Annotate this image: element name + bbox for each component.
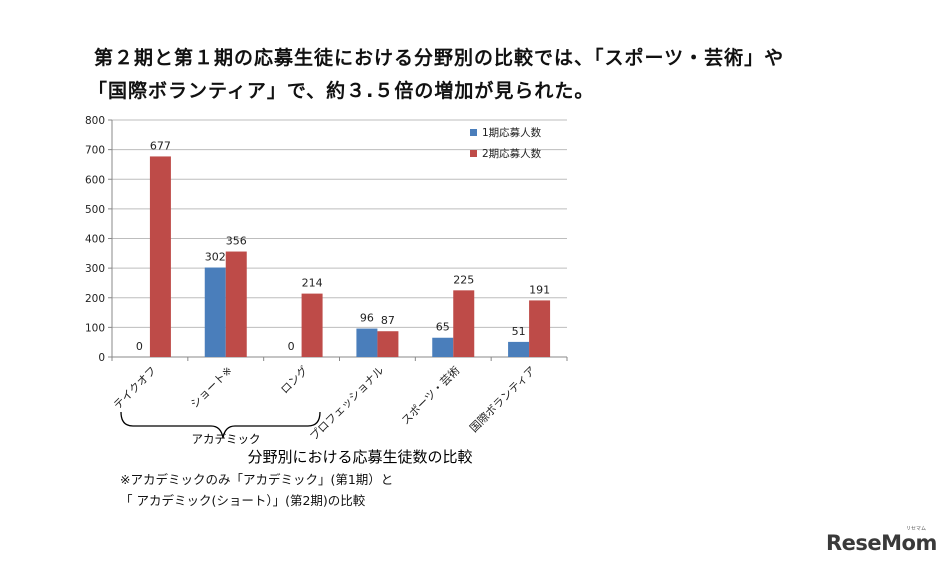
bars (149, 156, 551, 357)
legend: 1期応募人数 2期応募人数 (470, 126, 542, 160)
x-tick-label: テイクオフ (111, 364, 159, 412)
headline-line-1: 第２期と第１期の応募生徒における分野別の比較では、「スポーツ・芸術」や (94, 47, 785, 69)
bar-series1-5 (432, 337, 454, 357)
x-tick-label: 国際ボランティア (467, 364, 538, 435)
legend-label-1: 1期応募人数 (482, 126, 542, 139)
bar-series1-2 (204, 267, 226, 357)
resemom-logo: ReseMom リセマム (826, 526, 937, 555)
data-label-series2-4: 87 (381, 314, 395, 327)
data-label-series2-3: 214 (302, 277, 323, 290)
legend-swatch-1 (470, 129, 477, 136)
x-tick-label: スポーツ・芸術 (399, 364, 462, 427)
x-tick-label: ロング (277, 363, 310, 396)
legend-label-2: 2期応募人数 (482, 147, 542, 160)
data-label-series2-1: 677 (150, 139, 171, 152)
x-tick-label: ショート※ (188, 364, 235, 411)
data-label-series2-6: 191 (529, 283, 550, 296)
bar-series2-2 (225, 251, 247, 357)
data-label-series1-4: 96 (360, 312, 374, 325)
y-tick-label: 0 (98, 352, 105, 364)
bar-series1-4 (356, 328, 378, 357)
y-tick-label: 300 (85, 263, 105, 275)
data-label-series2-2: 356 (226, 235, 247, 248)
data-label-series2-5: 225 (453, 273, 474, 286)
y-tick-label: 600 (85, 174, 105, 186)
bar-series2-1 (149, 156, 171, 357)
data-labels: 302 96 65 51 677 356 214 87 225 191 0 0 (136, 139, 550, 353)
legend-swatch-2 (470, 150, 477, 157)
academic-group-label: アカデミック (192, 432, 261, 446)
headline: 第２期と第１期の応募生徒における分野別の比較では、「スポーツ・芸術」や 「国際ボ… (88, 42, 888, 108)
y-tick-label: 500 (85, 204, 105, 216)
chart-title: 分野別における応募生徒数の比較 (247, 448, 472, 466)
y-tick-label: 100 (85, 322, 105, 334)
y-tick-label: 800 (85, 115, 105, 127)
logo-subtext: リセマム (906, 526, 927, 532)
data-label-series1-5: 65 (436, 321, 450, 334)
bar-series2-5 (453, 290, 475, 357)
gridlines (112, 119, 567, 328)
zero-label-3: 0 (288, 340, 295, 353)
bar-series1-6 (508, 341, 530, 357)
footnote-line-1: ※アカデミックのみ「アカデミック」(第1期）と (120, 472, 394, 487)
headline-line-2: 「国際ボランティア」で、約３.５倍の増加が見られた。 (88, 80, 595, 102)
footnote: ※アカデミックのみ「アカデミック」(第1期）と 「 アカデミック(ショート）」(… (120, 469, 393, 511)
logo-text: ReseMom (826, 531, 937, 555)
y-tick-label: 400 (85, 234, 105, 246)
footnote-line-2: 「 アカデミック(ショート）」(第2期)の比較 (120, 493, 366, 508)
bar-series2-3 (301, 293, 323, 357)
y-tick-label: 200 (85, 293, 105, 305)
academic-group-brace (120, 411, 321, 439)
data-label-series1-2: 302 (205, 251, 226, 264)
bar-series2-6 (529, 300, 551, 357)
zero-label-1: 0 (136, 340, 143, 353)
data-label-series1-6: 51 (512, 325, 526, 338)
bar-series2-4 (377, 331, 399, 357)
x-tick-label: プロフェッショナル (307, 364, 386, 443)
y-tick-label: 700 (85, 145, 105, 157)
